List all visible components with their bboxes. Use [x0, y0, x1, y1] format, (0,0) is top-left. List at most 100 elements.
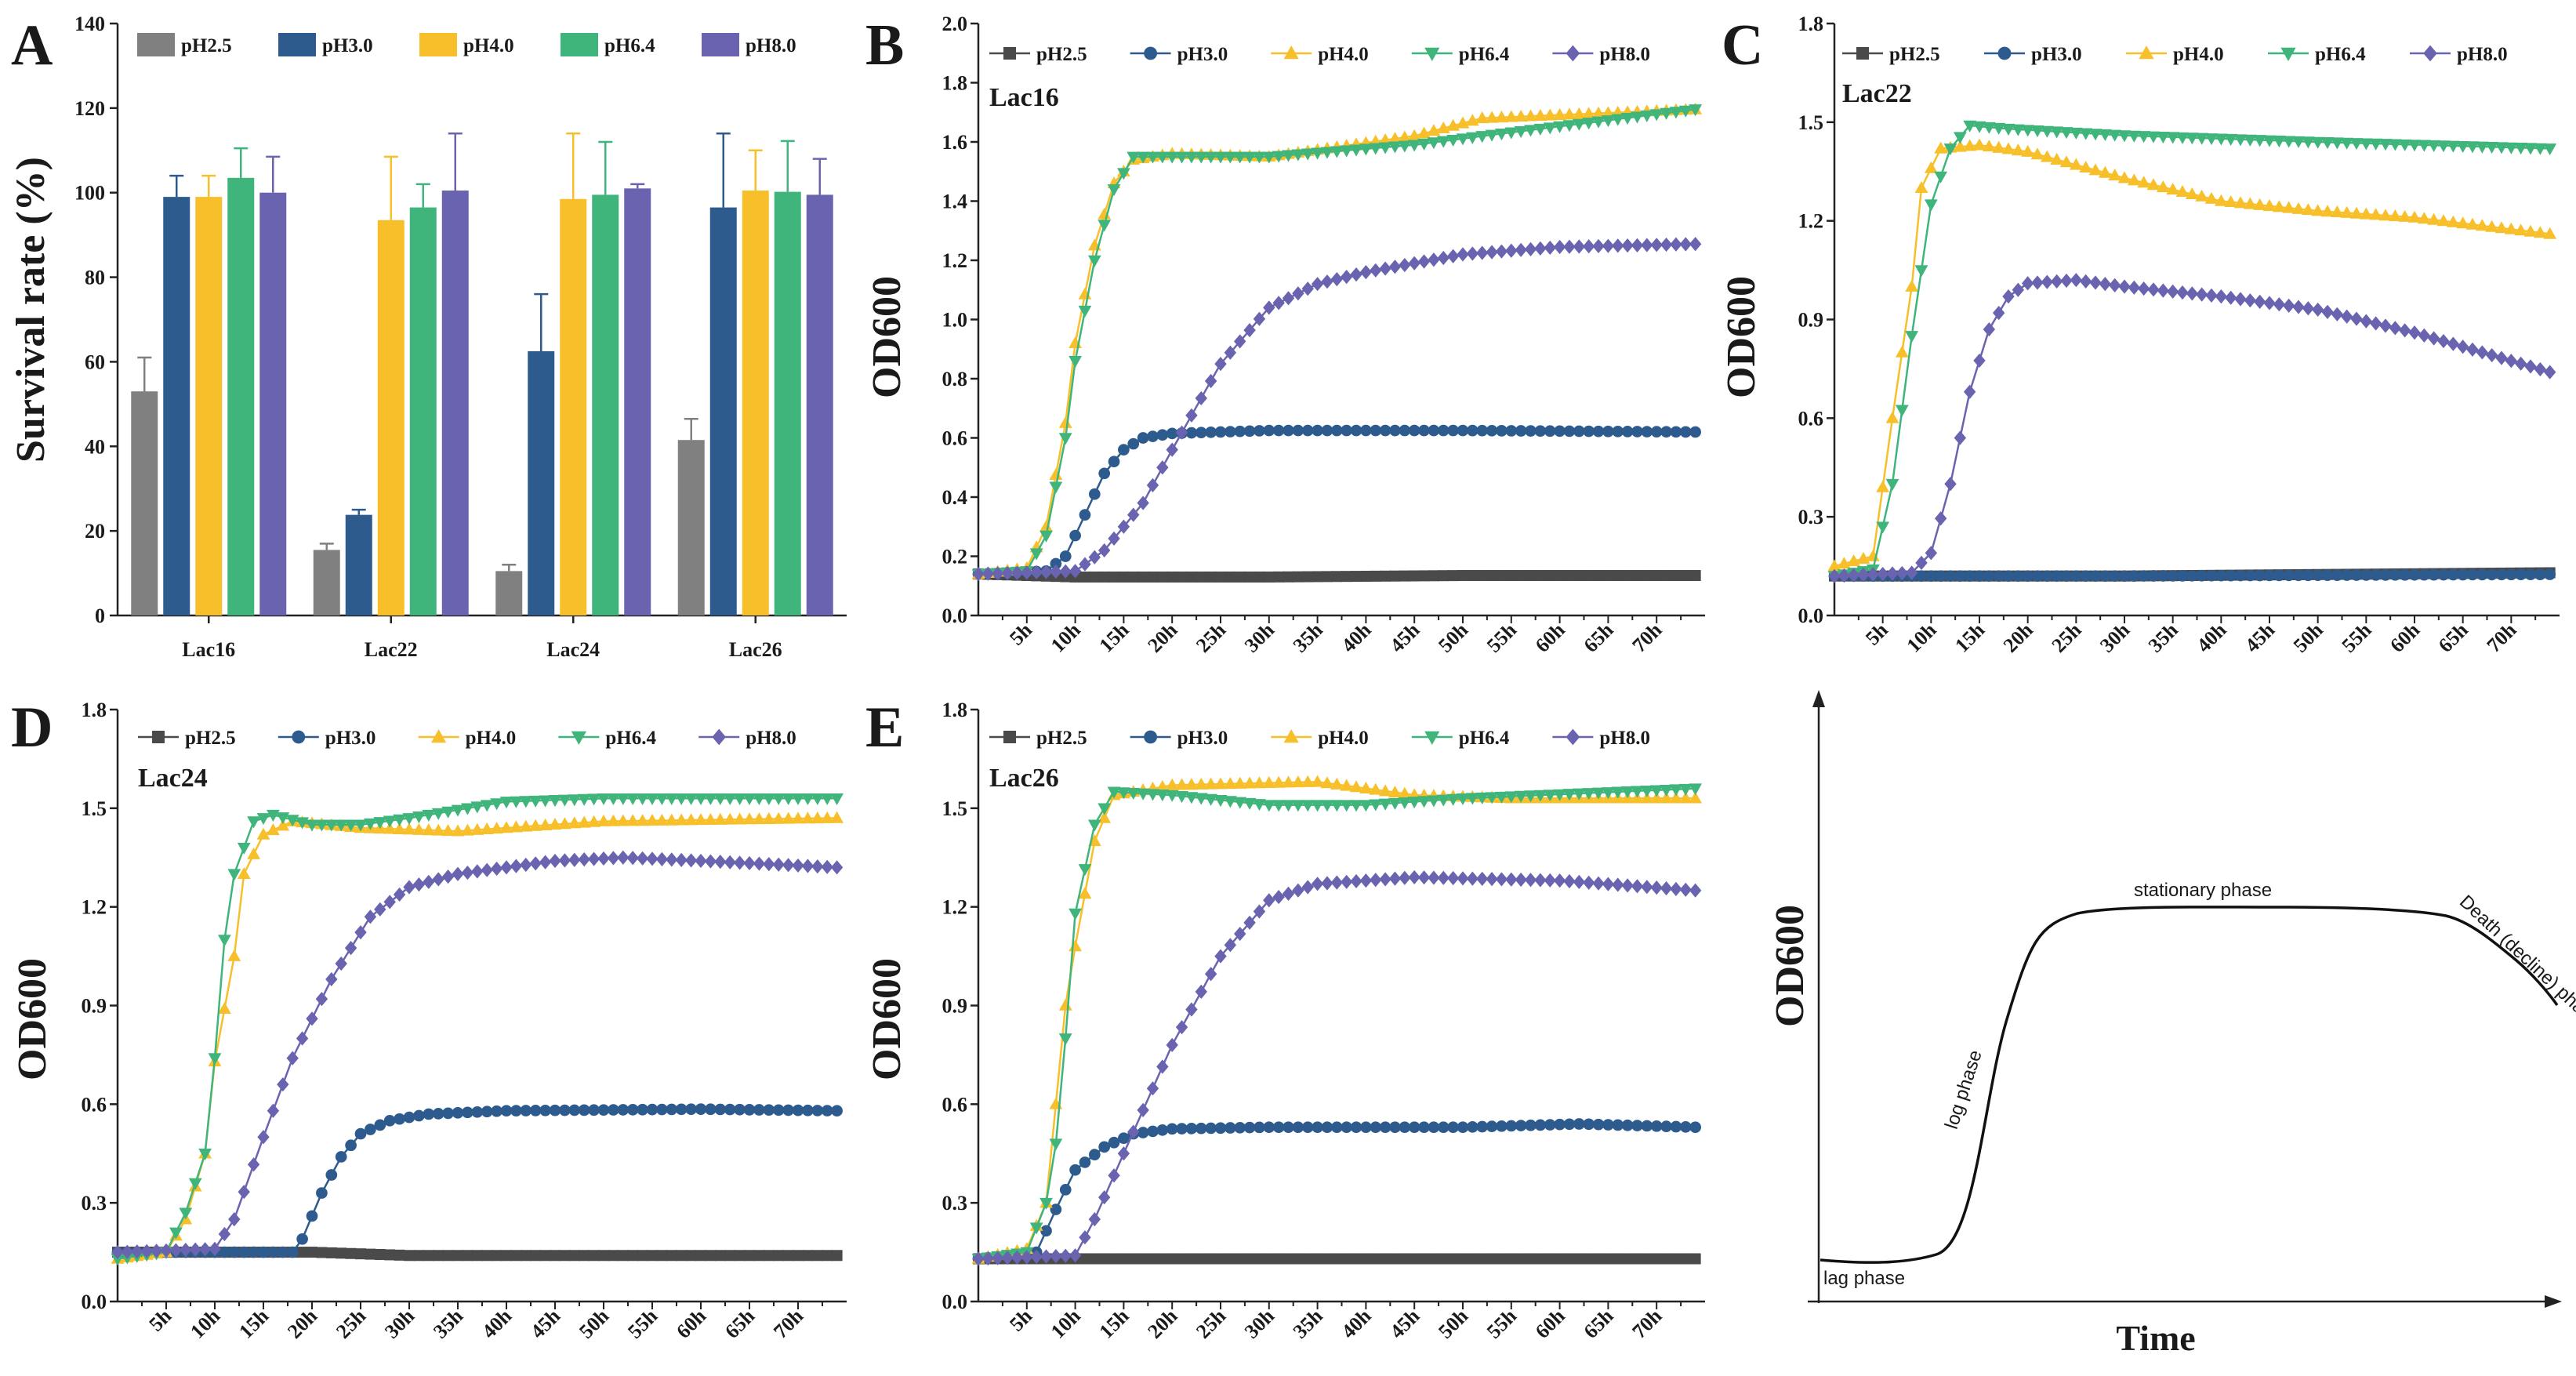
panel-e-point-ph6-4 — [1291, 800, 1305, 812]
panel-e-point-ph2-5 — [1670, 1253, 1682, 1265]
panel-e-point-ph2-5 — [1525, 1253, 1537, 1265]
panel-d-point-ph6-4 — [227, 869, 241, 881]
panel-b-ytick-label: 0.6 — [942, 427, 968, 450]
bar-lac22-ph4-0 — [377, 220, 405, 615]
panel-a-ytick-label: 100 — [74, 182, 105, 205]
panel-b-point-ph4-0 — [1417, 126, 1431, 139]
panel-c-point-ph3-0 — [2186, 569, 2198, 582]
panel-b-point-ph6-4 — [1543, 122, 1557, 135]
panel-e-point-ph8-0 — [1224, 938, 1237, 953]
panel-b-point-ph2-5 — [1660, 570, 1672, 582]
panel-b-legend-marker-ph3-0 — [1144, 46, 1157, 60]
panel-e-ytick-label: 0.9 — [942, 995, 968, 1018]
panel-d-xtick-label: 5h — [144, 1304, 176, 1335]
panel-e-point-ph8-0 — [1021, 1250, 1033, 1265]
panel-e-point-ph3-0 — [1050, 1204, 1062, 1215]
panel-e-point-ph3-0 — [1040, 1225, 1052, 1237]
panel-c-point-ph6-4 — [2253, 135, 2267, 147]
panel-b-point-ph6-4 — [1407, 140, 1421, 152]
panel-b-line-ph3-0 — [978, 429, 1696, 575]
panel-e-point-ph8-0 — [1166, 1037, 1178, 1052]
panel-e-point-ph8-0 — [1359, 873, 1373, 888]
panel-d-point-ph8-0 — [529, 856, 542, 871]
panel-e-point-ph3-0 — [1525, 1119, 1537, 1131]
panel-d-point-ph6-4 — [451, 804, 465, 817]
panel-d-point-ph2-5 — [627, 1250, 639, 1262]
panel-d-point-ph6-4 — [762, 793, 776, 805]
panel-e-point-ph4-0 — [1068, 939, 1082, 952]
panel-c-point-ph4-0 — [2523, 224, 2538, 237]
panel-e-point-ph2-5 — [1331, 1253, 1343, 1265]
panel-d-point-ph2-5 — [831, 1250, 843, 1262]
panel-d-point-ph6-4 — [111, 1254, 125, 1266]
panel-d-point-ph2-5 — [773, 1250, 785, 1262]
panel-d-point-ph6-4 — [694, 793, 708, 805]
panel-d-point-ph8-0 — [286, 1051, 299, 1066]
panel-e-point-ph2-5 — [1166, 1253, 1178, 1265]
panel-d-ytick-label: 0.3 — [82, 1192, 107, 1214]
panel-c-point-ph3-0 — [2292, 569, 2305, 582]
panel-c-legend-marker-ph4-0 — [2139, 45, 2154, 60]
panel-e-point-ph3-0 — [1272, 1121, 1285, 1134]
panel-c-point-ph3-0 — [2128, 570, 2140, 582]
panel-d-point-ph4-0 — [256, 827, 270, 840]
panel-e-point-ph3-0 — [1360, 1121, 1372, 1134]
panel-d-point-ph3-0 — [442, 1107, 454, 1120]
panel-b-point-ph6-4 — [1620, 112, 1634, 125]
bar-lac16-ph3-0 — [163, 197, 190, 615]
panel-b-point-ph2-5 — [1438, 570, 1449, 582]
panel-b-point-ph6-4 — [1388, 141, 1402, 154]
panel-e-point-ph4-0 — [1301, 775, 1315, 787]
panel-e-point-ph3-0 — [1515, 1120, 1527, 1131]
panel-c-point-ph4-0 — [2465, 217, 2480, 230]
panel-b-point-ph6-4 — [1204, 151, 1218, 164]
panel-b-point-ph8-0 — [1428, 252, 1440, 267]
panel-e-point-ph3-0 — [1088, 1149, 1101, 1160]
panel-b-point-ph3-0 — [1389, 424, 1401, 437]
panel-b-point-ph8-0 — [1185, 408, 1198, 423]
panel-a-ytick-label: 140 — [74, 13, 105, 35]
bar-lac24-ph6-4 — [592, 194, 619, 616]
legend-swatch-ph2-5 — [137, 33, 175, 56]
panel-d-point-ph4-0 — [665, 813, 679, 826]
panel-b-point-ph3-0 — [1544, 425, 1556, 437]
panel-b-point-ph3-0 — [1330, 424, 1343, 437]
panel-e-point-ph3-0 — [1660, 1120, 1672, 1132]
panel-b-point-ph8-0 — [1621, 238, 1634, 253]
panel-d-point-ph4-0 — [704, 812, 717, 825]
panel-c-xtick-label: 65h — [2434, 618, 2473, 656]
panel-e-xtick-label: 15h — [1095, 1304, 1134, 1342]
panel-c-point-ph4-0 — [2417, 212, 2431, 224]
panel-b-point-ph6-4 — [1029, 548, 1043, 561]
panel-e-point-ph2-5 — [1147, 1253, 1159, 1265]
panel-c-point-ph3-0 — [1954, 570, 1966, 583]
panel-e-point-ph8-0 — [1457, 871, 1469, 886]
panel-d-point-ph2-5 — [579, 1250, 590, 1262]
panel-c-point-ph3-0 — [2263, 569, 2276, 582]
panel-d-point-ph2-5 — [676, 1250, 688, 1262]
panel-c-point-ph4-0 — [2301, 203, 2315, 216]
panel-e-point-ph3-0 — [1496, 1120, 1508, 1132]
panel-d-point-ph4-0 — [753, 812, 766, 825]
panel-c-point-ph3-0 — [1915, 570, 1928, 583]
panel-e-point-ph6-4 — [1669, 784, 1683, 797]
panel-c-point-ph6-4 — [2146, 131, 2161, 143]
panel-d-point-ph8-0 — [724, 855, 736, 870]
panel-c-point-ph6-4 — [1905, 331, 1919, 343]
bar-lac24-ph4-0 — [560, 198, 587, 615]
panel-d-point-ph6-4 — [267, 809, 280, 822]
panel-e-ytick-label: 0.3 — [942, 1192, 968, 1214]
panel-b-legend-label-ph4-0: pH4.0 — [1318, 44, 1369, 65]
panel-c-legend-marker-ph6-4 — [2280, 47, 2296, 61]
panel-d-point-ph4-0 — [684, 813, 698, 826]
panel-d-point-ph6-4 — [490, 798, 503, 811]
panel-e-legend-marker-ph8-0 — [1566, 728, 1580, 746]
panel-c-point-ph4-0 — [2543, 227, 2557, 239]
panel-b-point-ph6-4 — [1475, 131, 1489, 143]
panel-e-point-ph3-0 — [1254, 1121, 1265, 1134]
panel-e-point-ph3-0 — [1679, 1120, 1692, 1133]
panel-e-point-ph3-0 — [1108, 1136, 1120, 1149]
panel-e-xtick-label: 30h — [1240, 1304, 1279, 1342]
panel-e-point-ph3-0 — [1321, 1121, 1333, 1134]
panel-b-point-ph8-0 — [1612, 238, 1624, 253]
